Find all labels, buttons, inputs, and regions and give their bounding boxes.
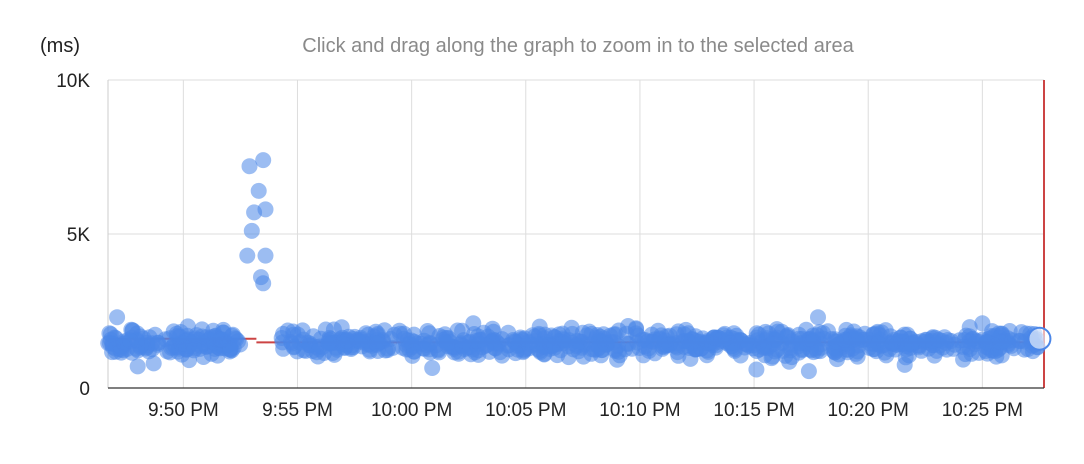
data-point (574, 324, 591, 341)
x-tick-label: 10:15 PM (713, 400, 794, 421)
data-point (325, 321, 342, 338)
y-tick-label: 10K (56, 71, 90, 92)
data-point (847, 345, 864, 362)
data-point (971, 344, 987, 361)
data-point (102, 326, 119, 343)
y-unit-label: (ms) (40, 35, 80, 57)
data-point (257, 201, 274, 218)
data-point (570, 343, 587, 360)
data-point (800, 363, 817, 380)
x-tick-label: 10:25 PM (942, 400, 1023, 421)
data-point (191, 340, 208, 357)
data-point (468, 332, 485, 349)
data-point (176, 335, 192, 352)
data-point (589, 327, 606, 343)
data-point (620, 335, 637, 352)
selection-handle[interactable] (1027, 326, 1052, 351)
data-point (212, 331, 228, 348)
data-point (257, 247, 274, 264)
data-point (611, 347, 628, 364)
x-tick-label: 10:20 PM (828, 400, 909, 421)
data-point (279, 322, 296, 339)
data-point (848, 328, 865, 345)
data-point (241, 158, 258, 175)
axes: 0 5K 10K 9:50 PM 9:55 PM 10:00 PM 10:05 PM 10:1… (56, 71, 1044, 421)
data-point (902, 339, 919, 356)
data-point (243, 222, 260, 239)
data-point (421, 334, 438, 351)
data-point (465, 315, 482, 332)
data-point (705, 329, 722, 346)
data-point (250, 182, 267, 199)
data-point (513, 331, 530, 348)
data-point (536, 326, 553, 343)
data-point (768, 321, 785, 338)
data-point (165, 323, 182, 340)
x-tick-label: 10:00 PM (371, 400, 452, 421)
data-point (748, 361, 765, 378)
data-point (766, 335, 783, 352)
data-point (305, 328, 322, 345)
data-point (657, 337, 674, 354)
x-tick-label: 10:10 PM (599, 400, 680, 421)
data-point (507, 345, 524, 362)
data-point (295, 342, 312, 359)
data-point (688, 341, 705, 358)
data-points (100, 152, 1046, 380)
data-point (893, 329, 909, 346)
data-point (810, 309, 826, 326)
data-point (871, 327, 888, 344)
data-point (384, 339, 401, 356)
data-point (991, 329, 1008, 346)
data-point (144, 335, 161, 352)
y-tick-label: 5K (67, 225, 91, 246)
data-point (122, 332, 139, 349)
data-point (896, 356, 913, 373)
data-point (634, 331, 651, 348)
zoom-hint: Click and drag along the graph to zoom i… (302, 35, 854, 57)
data-point (392, 325, 408, 342)
data-point (536, 339, 553, 356)
data-point (109, 309, 126, 326)
data-point (920, 334, 937, 351)
y-tick-label: 0 (79, 379, 90, 400)
x-tick-label: 9:50 PM (148, 400, 219, 421)
x-tick-label: 10:05 PM (485, 400, 566, 421)
data-point (668, 326, 685, 343)
x-tick-label: 9:55 PM (262, 400, 333, 421)
data-point (405, 343, 422, 360)
data-point (104, 338, 121, 355)
data-point (225, 339, 242, 356)
data-point (454, 338, 471, 355)
data-point (369, 335, 385, 352)
data-point (486, 340, 503, 356)
data-point (454, 322, 471, 339)
data-point (974, 331, 991, 348)
data-point (255, 152, 272, 169)
data-point (129, 358, 146, 375)
data-point (424, 360, 441, 376)
data-point (943, 333, 960, 349)
data-point (726, 342, 743, 359)
selection-marker[interactable] (1027, 326, 1052, 351)
data-point (274, 334, 291, 351)
data-point (815, 325, 832, 342)
data-point (974, 315, 991, 332)
data-point (764, 348, 781, 365)
data-point (438, 330, 455, 346)
data-point (955, 351, 972, 368)
data-point (145, 355, 162, 372)
data-point (825, 343, 842, 360)
data-point (239, 247, 256, 264)
data-point (961, 319, 978, 336)
data-point (179, 318, 196, 335)
data-point (790, 326, 807, 343)
data-point (255, 275, 272, 292)
data-point (320, 334, 337, 351)
